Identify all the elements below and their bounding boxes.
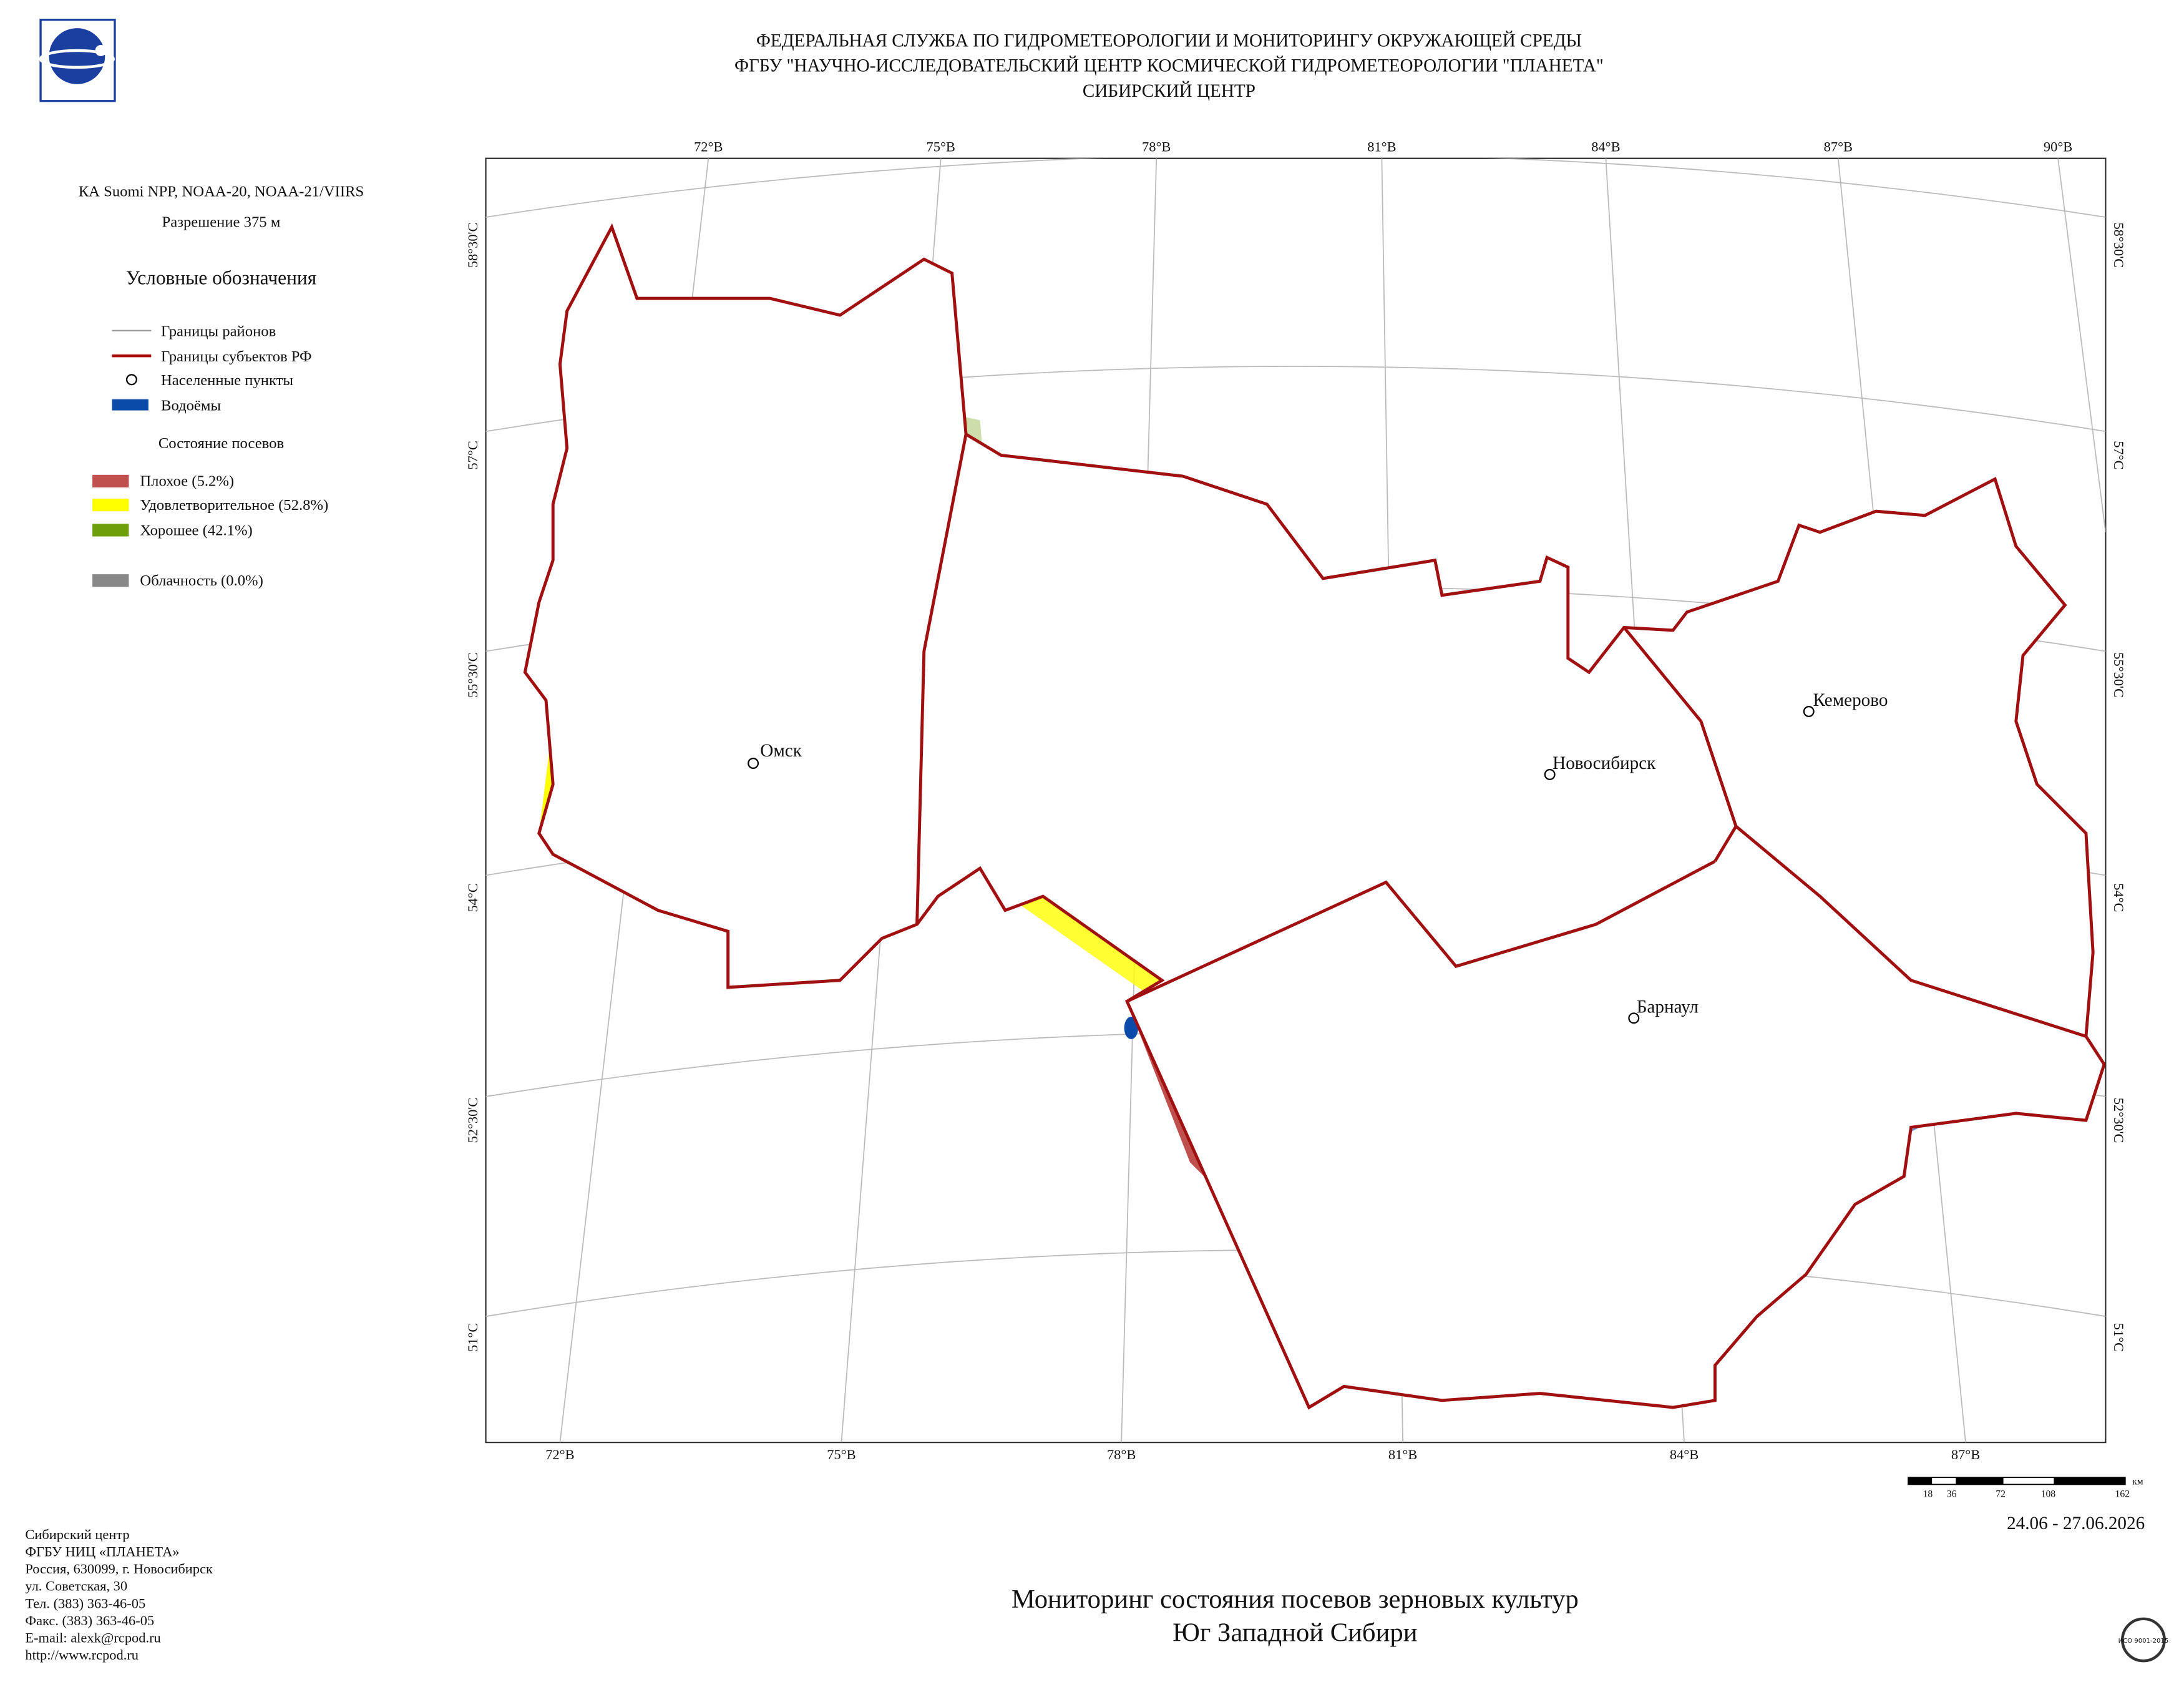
legend-label: Водоёмы <box>161 398 221 414</box>
lon-label: 72°В <box>694 139 723 155</box>
lon-label: 75°В <box>827 1447 856 1462</box>
legend-label: Удовлетворительное (52.8%) <box>140 497 328 514</box>
legend-label: Границы субъектов РФ <box>161 348 312 365</box>
scale-bar: 18 36 72 108 162 км <box>1908 1476 2143 1500</box>
legend-label: Населенные пункты <box>161 372 293 389</box>
lat-label: 58°30'С <box>465 222 480 268</box>
lat-label: 57°С <box>2111 441 2127 469</box>
legend-title: Условные обозначения <box>126 267 316 289</box>
lat-label: 52°30'С <box>465 1098 480 1143</box>
legend-symbol <box>92 574 129 587</box>
legend-symbol <box>112 399 149 411</box>
footer-line: Сибирский центр <box>25 1527 129 1542</box>
logo <box>39 18 116 102</box>
lon-label: 75°В <box>927 139 955 155</box>
scale-label: 18 <box>1923 1489 1933 1500</box>
crop-title: Состояние посевов <box>158 435 284 452</box>
header-line: ФЕДЕРАЛЬНАЯ СЛУЖБА ПО ГИДРОМЕТЕОРОЛОГИИ … <box>756 31 1582 51</box>
resolution: Разрешение 375 м <box>162 214 281 231</box>
footer-line: ул. Советская, 30 <box>25 1578 127 1594</box>
legend-label: Плохое (5.2%) <box>140 473 234 490</box>
legend-symbol <box>125 374 137 386</box>
legend-label: Облачность (0.0%) <box>140 572 263 589</box>
footer-line: E-mail: alexk@rcpod.ru <box>25 1630 160 1646</box>
lon-label: 90°В <box>2044 139 2072 155</box>
city-label: Барнаул <box>1637 997 1699 1017</box>
iso-logo: ИСО 9001-2015 <box>2118 1617 2169 1663</box>
lat-label: 54°С <box>465 883 480 912</box>
legend-symbol <box>92 498 129 512</box>
city-label: Кемерово <box>1813 690 1888 710</box>
footer-line: ФГБУ НИЦ «ПЛАНЕТА» <box>25 1544 179 1560</box>
city-marker <box>1544 768 1556 780</box>
city-marker <box>1628 1012 1640 1024</box>
lon-label: 84°В <box>1670 1447 1699 1462</box>
lon-label: 81°В <box>1367 139 1396 155</box>
city-label: Омск <box>760 741 802 761</box>
footer-line: Тел. (383) 363-46-05 <box>25 1595 145 1611</box>
scale-label: 36 <box>1947 1489 1957 1500</box>
lat-label: 58°30'С <box>2111 222 2127 268</box>
lon-label: 87°В <box>1824 139 1853 155</box>
lon-label: 78°В <box>1107 1447 1136 1462</box>
lon-label: 78°В <box>1142 139 1171 155</box>
iso-label: ИСО 9001-2015 <box>2118 1638 2169 1645</box>
legend-symbol <box>92 524 129 537</box>
header-line: ФГБУ "НАУЧНО-ИССЛЕДОВАТЕЛЬСКИЙ ЦЕНТР КОС… <box>734 56 1604 76</box>
lat-label: 55°30'С <box>2111 652 2127 698</box>
lon-label: 72°В <box>545 1447 574 1462</box>
map: Омск Новосибирск Кемерово Барнаул <box>485 157 2107 1444</box>
lon-label: 84°В <box>1591 139 1620 155</box>
lat-label: 52°30'С <box>2111 1098 2127 1143</box>
city-marker <box>748 758 759 769</box>
lat-label: 57°С <box>465 441 480 469</box>
legend-symbol <box>92 474 129 487</box>
footer-line: Факс. (383) 363-46-05 <box>25 1613 154 1628</box>
city-marker <box>1803 705 1815 717</box>
legend-label: Границы районов <box>161 323 276 340</box>
legend-label: Хорошее (42.1%) <box>140 522 252 539</box>
lat-label: 51°С <box>465 1323 480 1352</box>
lat-label: 54°С <box>2111 883 2127 912</box>
footer-line: Россия, 630099, г. Новосибирск <box>25 1561 213 1577</box>
city-label: Новосибирск <box>1553 753 1656 773</box>
lon-label: 81°В <box>1388 1447 1417 1462</box>
header-line: СИБИРСКИЙ ЦЕНТР <box>1083 81 1255 101</box>
lat-label: 51°С <box>2111 1323 2127 1352</box>
subject-borders <box>525 227 2104 1407</box>
footer-line: http://www.rcpod.ru <box>25 1647 139 1663</box>
lon-label: 87°В <box>1951 1447 1980 1462</box>
date: 24.06 - 27.06.2026 <box>2007 1513 2145 1533</box>
scale-label: 108 <box>2041 1489 2056 1500</box>
scale-label: 72 <box>1996 1489 2006 1500</box>
lat-label: 55°30'С <box>465 652 480 698</box>
scale-label: 162 <box>2115 1489 2130 1500</box>
title-line: Мониторинг состояния посевов зерновых ку… <box>1012 1585 1579 1614</box>
scale-unit: км <box>2132 1476 2143 1487</box>
title-line: Юг Западной Сибири <box>1172 1618 1417 1648</box>
satellite: КА Suomi NPP, NOAA-20, NOAA-21/VIIRS <box>79 183 364 200</box>
